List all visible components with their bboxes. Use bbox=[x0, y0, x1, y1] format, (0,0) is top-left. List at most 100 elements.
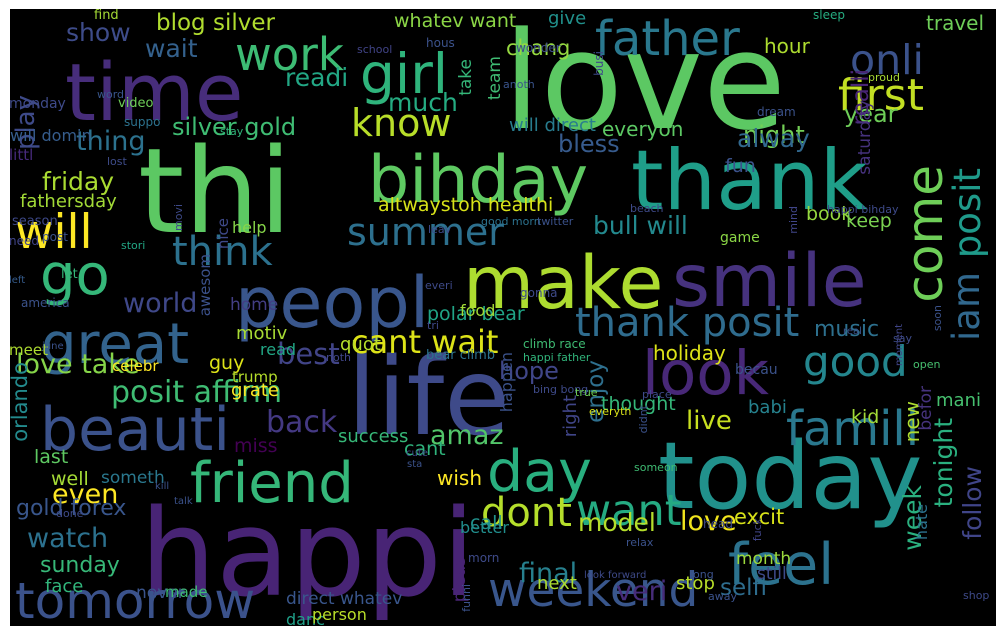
cloud-word: proud bbox=[868, 71, 900, 84]
cloud-word: final bbox=[519, 558, 578, 589]
cloud-word: mani bbox=[936, 390, 981, 411]
cloud-word: thank posit bbox=[575, 300, 800, 346]
cloud-word: peopl bbox=[235, 262, 430, 344]
cloud-word: last bbox=[34, 446, 69, 468]
cloud-word: fathersday bbox=[20, 191, 117, 212]
cloud-word: dont bbox=[481, 490, 572, 536]
cloud-word: sleep bbox=[813, 9, 845, 22]
cloud-word: made bbox=[165, 583, 208, 601]
cloud-word: readi bbox=[285, 63, 349, 92]
cloud-word: noth bbox=[326, 351, 351, 364]
cloud-word: music bbox=[814, 317, 880, 342]
cloud-word: dream bbox=[757, 105, 796, 119]
cloud-word: good bbox=[803, 337, 908, 386]
cloud-word: becau bbox=[735, 362, 778, 378]
cloud-word: gold forex bbox=[16, 496, 127, 521]
cloud-word: trump bbox=[232, 368, 278, 386]
cloud-word: month bbox=[736, 549, 792, 569]
cloud-word: never bbox=[136, 583, 185, 603]
cloud-word: love take bbox=[16, 349, 140, 380]
cloud-word: team bbox=[485, 56, 505, 101]
cloud-word: think bbox=[172, 229, 273, 275]
cloud-word: love bbox=[680, 506, 737, 537]
cloud-word: season bbox=[12, 214, 58, 229]
cloud-word: amaz bbox=[430, 420, 504, 451]
cloud-word: grate bbox=[231, 380, 279, 401]
cloud-word: everi bbox=[425, 279, 453, 292]
cloud-word: selfi bbox=[720, 575, 768, 601]
cloud-word: excit bbox=[734, 505, 785, 529]
cloud-word: day bbox=[487, 439, 592, 505]
cloud-word: place bbox=[642, 388, 672, 401]
cloud-word: smile bbox=[672, 239, 867, 324]
cloud-word: video bbox=[118, 96, 154, 111]
cloud-word: look bbox=[642, 338, 769, 409]
cloud-word: meet bbox=[10, 341, 48, 359]
cloud-word: food bbox=[460, 301, 496, 320]
cloud-word: quot bbox=[340, 334, 381, 355]
cloud-word: beach bbox=[630, 202, 664, 215]
cloud-word: whatev want bbox=[394, 10, 517, 32]
cloud-word: help bbox=[232, 218, 267, 237]
cloud-word: sta bbox=[407, 459, 423, 470]
cloud-word: word bbox=[97, 88, 125, 101]
cloud-word: hope bbox=[499, 357, 559, 385]
cloud-word: left bbox=[10, 275, 26, 286]
cloud-word: stay bbox=[220, 125, 244, 138]
cloud-word: everyon bbox=[602, 117, 684, 141]
cloud-word: post bbox=[42, 230, 68, 244]
cloud-word: true bbox=[575, 386, 598, 399]
cloud-word: stop bbox=[676, 573, 715, 594]
cloud-word: silver gold bbox=[172, 113, 297, 141]
cloud-word: world bbox=[123, 288, 198, 319]
cloud-word: saturday bbox=[855, 100, 875, 175]
cloud-word: will bbox=[15, 205, 93, 260]
cloud-word: awesom bbox=[196, 254, 214, 317]
cloud-word: altwaystoh healthi bbox=[378, 194, 554, 216]
cloud-word: danc bbox=[286, 610, 325, 627]
cloud-word: movi bbox=[172, 204, 185, 232]
cloud-word: fuck bbox=[751, 518, 764, 542]
cloud-word: tonight bbox=[929, 418, 958, 508]
cloud-word: let bbox=[61, 267, 78, 282]
cloud-word: happi bihday bbox=[827, 203, 899, 216]
cloud-word: head bbox=[703, 517, 733, 531]
cloud-word: funni bbox=[460, 584, 473, 612]
cloud-word: bing bong bbox=[533, 383, 589, 396]
cloud-word: cute bbox=[406, 448, 428, 459]
cloud-word: celebr bbox=[112, 357, 159, 375]
cloud-word: school bbox=[357, 43, 393, 56]
cloud-word: travel bbox=[926, 11, 985, 35]
cloud-word: person bbox=[312, 605, 367, 624]
cloud-word: mind bbox=[787, 206, 800, 234]
cloud-word: miss bbox=[234, 435, 278, 457]
cloud-word: first bbox=[838, 70, 924, 121]
cloud-word: friend bbox=[190, 451, 354, 516]
cloud-word: iam bbox=[945, 272, 988, 341]
cloud-word: monday bbox=[10, 96, 66, 112]
cloud-word: will domin bbox=[10, 126, 92, 145]
cloud-word: say bbox=[893, 332, 912, 345]
cloud-word: look forward bbox=[584, 570, 647, 581]
cloud-word: sunday bbox=[40, 553, 120, 578]
cloud-word: keep bbox=[846, 210, 892, 232]
cloud-word: time bbox=[65, 47, 244, 139]
cloud-word: onli bbox=[850, 36, 924, 84]
cloud-word: life bbox=[347, 336, 510, 460]
cloud-word: famili bbox=[786, 401, 920, 457]
cloud-word: today bbox=[658, 422, 923, 530]
cloud-word: better bbox=[460, 518, 509, 537]
cloud-word: give bbox=[548, 9, 587, 29]
cloud-word: hour bbox=[764, 34, 810, 58]
cloud-word: girl bbox=[360, 42, 449, 106]
cloud-word: happen bbox=[497, 352, 516, 413]
cloud-word: polar bear bbox=[427, 303, 525, 325]
cloud-word: friday bbox=[42, 167, 115, 196]
cloud-word: posit affirm bbox=[111, 375, 283, 410]
cloud-word: take bbox=[456, 59, 476, 96]
cloud-word: bihday bbox=[368, 143, 589, 218]
cloud-word: home bbox=[230, 295, 279, 315]
cloud-word: relax bbox=[626, 536, 654, 549]
cloud-word: well bbox=[51, 468, 89, 490]
cloud-word: didnt bbox=[637, 405, 650, 434]
